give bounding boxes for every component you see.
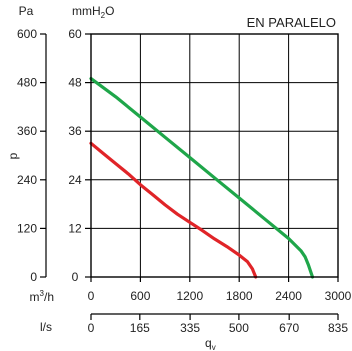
mmh2o-unit-label: mmH2O xyxy=(72,4,114,20)
plot-frame xyxy=(90,33,339,278)
pa-tick-label: 240 xyxy=(17,173,37,187)
mmh2o-unit-main: mmH xyxy=(72,4,101,18)
x-tick-label: 1800 xyxy=(226,289,253,303)
y-axis-label: p xyxy=(6,152,20,159)
pa-tick-label: 360 xyxy=(17,124,37,138)
ls-tick-label: 835 xyxy=(328,321,348,335)
y-tick-label: 36 xyxy=(68,124,82,138)
pa-unit-label: Pa xyxy=(19,4,34,18)
y-tick-label: 0 xyxy=(72,270,79,284)
ls-tick-label: 0 xyxy=(88,321,95,335)
series-line-1 xyxy=(89,76,315,279)
ls-axis: 0 165 335 500 670 835 xyxy=(88,313,348,335)
y-tick-label: 48 xyxy=(68,76,82,90)
m3h-unit-label: m3/h xyxy=(30,289,54,304)
series-line-2 xyxy=(89,141,258,279)
y-tick-label: 24 xyxy=(68,173,82,187)
mmh2o-unit-sub: 2 xyxy=(101,11,106,20)
y-tick-label: 12 xyxy=(68,221,82,235)
m3h-unit-main: m xyxy=(30,290,40,304)
x-tick-label: 3000 xyxy=(325,289,352,303)
y-tick-label: 60 xyxy=(68,27,82,41)
pa-tick-label: 600 xyxy=(17,27,37,41)
pa-tick-label: 120 xyxy=(17,221,37,235)
ls-tick-label: 670 xyxy=(279,321,299,335)
x-tick-label: 0 xyxy=(88,289,95,303)
ls-tick-label: 335 xyxy=(180,321,200,335)
x-axis-label: qv xyxy=(205,336,216,351)
pa-tick-label: 480 xyxy=(17,76,37,90)
x-axis-label-sub: v xyxy=(212,343,216,351)
pa-axis xyxy=(40,33,339,282)
ls-tick-label: 500 xyxy=(229,321,249,335)
ls-unit-label: l/s xyxy=(40,320,52,334)
x-tick-label: 600 xyxy=(130,289,150,303)
m3h-unit-sup: 3 xyxy=(40,289,45,298)
mmh2o-unit-tail: O xyxy=(105,4,114,18)
pa-tick-label: 0 xyxy=(30,270,37,284)
series-group xyxy=(89,76,315,279)
x-axis-label-main: q xyxy=(205,336,212,350)
ls-tick-label: 165 xyxy=(130,321,150,335)
x-tick-label: 2400 xyxy=(275,289,302,303)
x-tick-label: 1200 xyxy=(176,289,203,303)
m3h-unit-tail: /h xyxy=(44,290,54,304)
chart-title: EN PARALELO xyxy=(247,15,336,30)
